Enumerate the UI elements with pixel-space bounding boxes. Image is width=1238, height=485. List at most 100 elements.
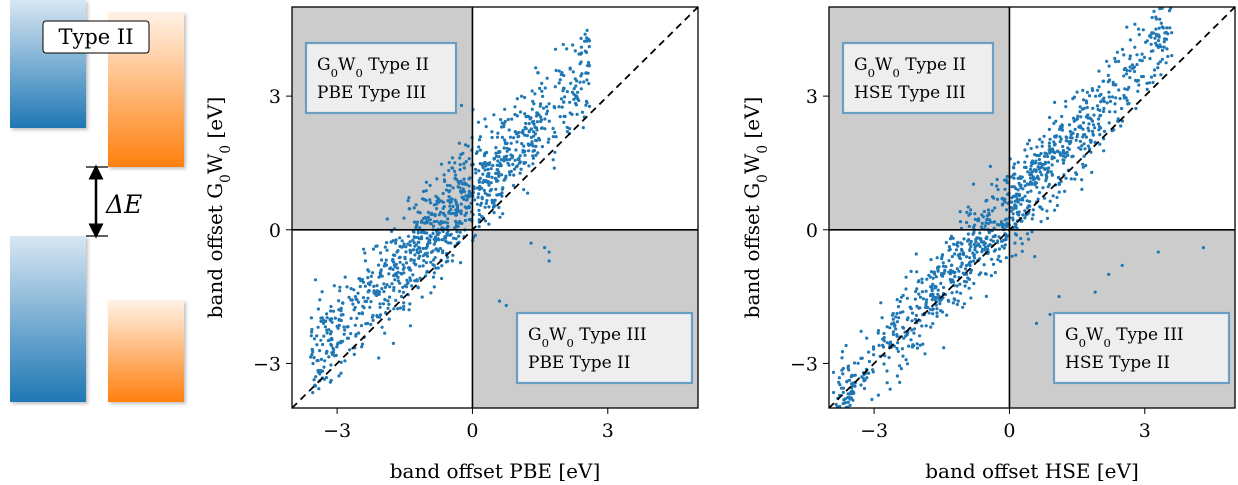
- data-point: [1128, 54, 1132, 58]
- data-point: [1071, 116, 1076, 120]
- data-point: [409, 258, 413, 262]
- data-point: [417, 236, 421, 240]
- data-point: [329, 309, 333, 313]
- data-point: [531, 149, 535, 153]
- data-point: [481, 172, 485, 176]
- data-point: [1084, 164, 1088, 168]
- data-point: [904, 275, 908, 279]
- data-point: [353, 295, 357, 299]
- data-point: [343, 275, 347, 279]
- data-point: [441, 191, 445, 196]
- data-point: [465, 206, 469, 210]
- data-point: [515, 140, 519, 144]
- data-point: [345, 325, 349, 329]
- data-point: [312, 356, 316, 360]
- data-point: [904, 334, 908, 338]
- data-point: [360, 342, 365, 346]
- data-point: [557, 81, 561, 85]
- data-point: [987, 231, 991, 235]
- data-point: [311, 361, 315, 366]
- data-point: [901, 354, 905, 358]
- data-point: [420, 295, 424, 299]
- data-point: [412, 206, 416, 210]
- data-point: [571, 70, 575, 74]
- data-point: [503, 141, 507, 145]
- data-point: [1028, 167, 1033, 171]
- data-point: [1069, 136, 1073, 140]
- data-point: [477, 138, 482, 142]
- data-point: [984, 221, 988, 225]
- data-point: [1165, 47, 1169, 51]
- type-label: Type II: [58, 25, 133, 49]
- data-point: [926, 305, 930, 310]
- data-point: [930, 285, 934, 289]
- data-point: [1061, 144, 1065, 149]
- data-point: [1017, 210, 1021, 214]
- data-point: [982, 209, 987, 214]
- data-point: [1052, 143, 1057, 147]
- data-point: [1122, 96, 1126, 100]
- data-point: [1068, 129, 1072, 134]
- data-point: [1014, 206, 1018, 210]
- data-point: [859, 356, 863, 360]
- data-point: [891, 311, 895, 316]
- data-point: [972, 259, 976, 263]
- data-point: [936, 288, 940, 292]
- data-point: [1054, 119, 1058, 123]
- data-point: [925, 277, 929, 281]
- data-point: [1048, 115, 1052, 120]
- data-point: [1093, 126, 1097, 130]
- data-point: [477, 192, 481, 196]
- data-point: [1165, 26, 1169, 30]
- data-point: [434, 266, 438, 270]
- data-point: [1029, 189, 1033, 193]
- data-point: [530, 107, 534, 111]
- data-point: [1092, 113, 1096, 117]
- data-point: [941, 310, 945, 314]
- data-point: [446, 217, 450, 221]
- data-point: [453, 169, 457, 173]
- data-point: [1075, 117, 1079, 121]
- data-point: [1102, 106, 1106, 111]
- data-point: [420, 219, 424, 223]
- data-point: [1083, 147, 1087, 151]
- data-point: [964, 255, 969, 259]
- data-point: [1140, 75, 1144, 79]
- data-point: [993, 270, 997, 275]
- data-point: [985, 237, 989, 241]
- data-point: [1081, 135, 1085, 139]
- data-point: [1075, 172, 1079, 176]
- data-point: [380, 287, 384, 291]
- data-point: [1023, 216, 1027, 220]
- x-tick-label: 3: [602, 420, 614, 442]
- data-point: [921, 297, 926, 301]
- data-point: [980, 250, 984, 254]
- data-point: [1082, 142, 1086, 146]
- y-tick-label: 0: [269, 220, 281, 242]
- data-point: [997, 235, 1001, 239]
- data-point: [404, 261, 409, 265]
- data-point: [1037, 167, 1041, 171]
- data-point: [408, 276, 412, 280]
- data-point: [521, 128, 525, 132]
- data-point: [1017, 213, 1021, 217]
- data-point: [1034, 181, 1039, 185]
- data-point: [1042, 154, 1047, 158]
- data-point: [1081, 121, 1086, 125]
- data-point: [331, 352, 335, 357]
- data-point: [573, 77, 577, 81]
- data-point: [534, 139, 539, 143]
- data-point: [1026, 237, 1031, 241]
- data-point: [1128, 69, 1132, 73]
- data-point: [973, 245, 977, 249]
- data-point: [1106, 73, 1110, 77]
- data-point: [463, 182, 467, 186]
- data-point: [853, 426, 856, 429]
- data-point: [579, 51, 584, 55]
- data-point: [453, 198, 457, 202]
- data-point: [479, 203, 483, 207]
- data-point: [986, 208, 991, 212]
- data-point: [948, 277, 952, 282]
- data-point: [352, 288, 356, 292]
